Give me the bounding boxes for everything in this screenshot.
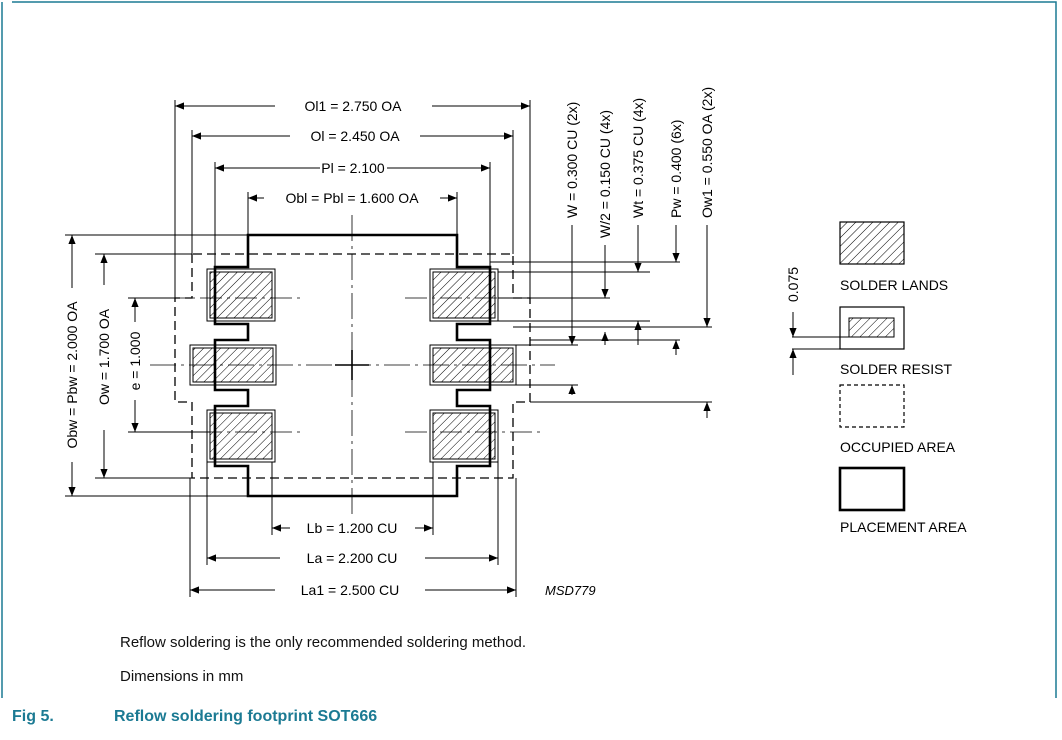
dim-pl: Pl = 2.100: [321, 160, 385, 176]
solder-land-1: [209, 271, 273, 319]
legend-solder-resist-label: SOLDER RESIST: [840, 361, 952, 377]
legend-solder-lands-swatch: [839, 221, 905, 265]
dim-la1: La1 = 2.500 CU: [301, 582, 399, 598]
note-units: Dimensions in mm: [120, 668, 244, 685]
legend-occupied-area-label: OCCUPIED AREA: [840, 439, 956, 455]
legend-placement-area-swatch: [838, 466, 906, 512]
dimension-lines: [65, 100, 712, 597]
drawing-code: MSD779: [545, 583, 596, 598]
horizontal-dimension-labels: Ol1 = 2.750 OA Ol = 2.450 OA Pl = 2.100 …: [285, 98, 595, 598]
figure-caption: Fig 5. Reflow soldering footprint SOT666: [12, 708, 377, 726]
solder-land-6: [432, 412, 496, 460]
solder-land-4: [432, 271, 496, 319]
placement-area-outline: [213, 233, 492, 498]
dim-ol1: Ol1 = 2.750 OA: [305, 98, 403, 114]
dim-wt: Wt = 0.375 CU (4x): [630, 98, 646, 218]
footprint-drawing: [150, 215, 555, 515]
dim-la: La = 2.200 CU: [307, 550, 398, 566]
resist-pad-4: [429, 268, 499, 322]
frame-border: [12, 1, 1057, 698]
legend: SOLDER LANDS SOLDER RESIST 0.075 OCCUPIE…: [785, 221, 967, 535]
dim-pw: Pw = 0.400 (6x): [668, 120, 684, 218]
resist-pad-3: [206, 409, 276, 463]
resist-pad-1: [206, 268, 276, 322]
resist-pad-6: [429, 409, 499, 463]
dim-ol: Ol = 2.450 OA: [310, 128, 400, 144]
dim-resist-margin: 0.075: [785, 267, 801, 302]
dim-obw: Obw = Pbw = 2.000 OA: [64, 301, 80, 449]
solder-land-3: [209, 412, 273, 460]
dim-w: W = 0.300 CU (2x): [564, 102, 580, 218]
legend-solder-lands-label: SOLDER LANDS: [840, 277, 948, 293]
dim-e: e = 1.000: [127, 331, 143, 390]
figure-number: Fig 5.: [12, 708, 54, 725]
legend-solder-resist-swatch: [839, 306, 905, 350]
dim-lb: Lb = 1.200 CU: [307, 520, 398, 536]
dim-ow1: Ow1 = 0.550 OA (2x): [699, 87, 715, 218]
note-reflow: Reflow soldering is the only recommended…: [120, 634, 527, 651]
legend-occupied-area-swatch: [839, 384, 905, 428]
dim-obl: Obl = Pbl = 1.600 OA: [285, 190, 419, 206]
dim-w2: W/2 = 0.150 CU (4x): [597, 110, 613, 238]
dim-ow: Ow = 1.700 OA: [96, 308, 112, 405]
legend-solder-resist-inner: [848, 317, 895, 338]
figure-title: Reflow soldering footprint SOT666: [114, 708, 378, 725]
vertical-dimension-labels: Obw = Pbw = 2.000 OA Ow = 1.700 OA e = 1…: [64, 87, 715, 449]
legend-placement-area-label: PLACEMENT AREA: [840, 519, 967, 535]
